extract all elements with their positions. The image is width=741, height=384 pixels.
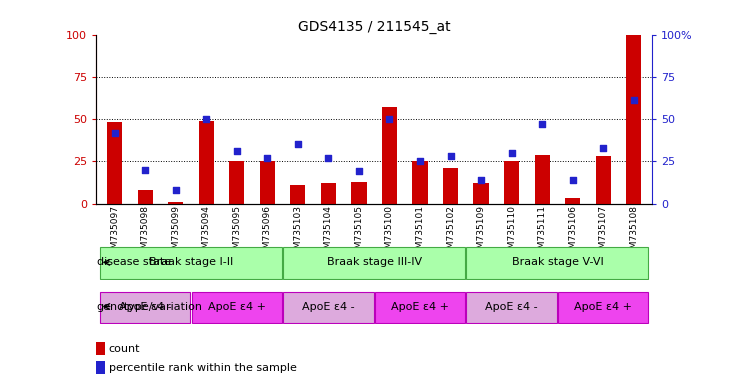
Bar: [504, 161, 519, 204]
Text: disease state: disease state: [96, 257, 170, 267]
Point: [384, 116, 396, 122]
Bar: [192, 292, 282, 323]
Bar: [259, 161, 275, 204]
Point: [231, 148, 243, 154]
Text: Braak stage V-VI: Braak stage V-VI: [511, 257, 603, 267]
Point: [262, 155, 273, 161]
Point: [322, 155, 334, 161]
Bar: [100, 292, 190, 323]
Bar: [96, 361, 104, 374]
Bar: [168, 202, 183, 204]
Bar: [290, 185, 305, 204]
Bar: [375, 292, 465, 323]
Bar: [443, 168, 458, 204]
Bar: [382, 107, 397, 204]
Point: [628, 98, 639, 104]
Bar: [565, 199, 580, 204]
Bar: [626, 35, 642, 204]
Bar: [473, 183, 489, 204]
Point: [567, 177, 579, 183]
Bar: [466, 292, 556, 323]
Text: ApoE ε4 +: ApoE ε4 +: [207, 301, 266, 311]
Point: [597, 145, 609, 151]
Point: [139, 167, 151, 173]
Bar: [321, 183, 336, 204]
Text: genotype/variation: genotype/variation: [96, 301, 202, 311]
Text: ApoE ε4 +: ApoE ε4 +: [391, 301, 449, 311]
Text: ApoE ε4 +: ApoE ε4 +: [574, 301, 632, 311]
Point: [414, 158, 426, 164]
Bar: [283, 248, 465, 279]
Bar: [534, 154, 550, 204]
Bar: [596, 156, 611, 204]
Text: Braak stage III-IV: Braak stage III-IV: [327, 257, 422, 267]
Point: [475, 177, 487, 183]
Point: [109, 129, 121, 136]
Bar: [100, 248, 282, 279]
Bar: [96, 342, 104, 355]
Bar: [107, 122, 122, 204]
Bar: [558, 292, 648, 323]
Bar: [413, 161, 428, 204]
Point: [445, 153, 456, 159]
Text: ApoE ε4 -: ApoE ε4 -: [485, 301, 538, 311]
Title: GDS4135 / 211545_at: GDS4135 / 211545_at: [298, 20, 451, 33]
Point: [505, 150, 517, 156]
Text: ApoE ε4 -: ApoE ε4 -: [119, 301, 171, 311]
Text: Braak stage I-II: Braak stage I-II: [149, 257, 233, 267]
Point: [292, 141, 304, 147]
Bar: [283, 292, 373, 323]
Point: [200, 116, 212, 122]
Text: ApoE ε4 -: ApoE ε4 -: [302, 301, 355, 311]
Bar: [351, 182, 367, 204]
Text: count: count: [108, 344, 140, 354]
Bar: [466, 248, 648, 279]
Bar: [229, 161, 245, 204]
Text: percentile rank within the sample: percentile rank within the sample: [108, 363, 296, 373]
Bar: [199, 121, 214, 204]
Bar: [138, 190, 153, 204]
Point: [353, 168, 365, 174]
Point: [170, 187, 182, 193]
Point: [536, 121, 548, 127]
